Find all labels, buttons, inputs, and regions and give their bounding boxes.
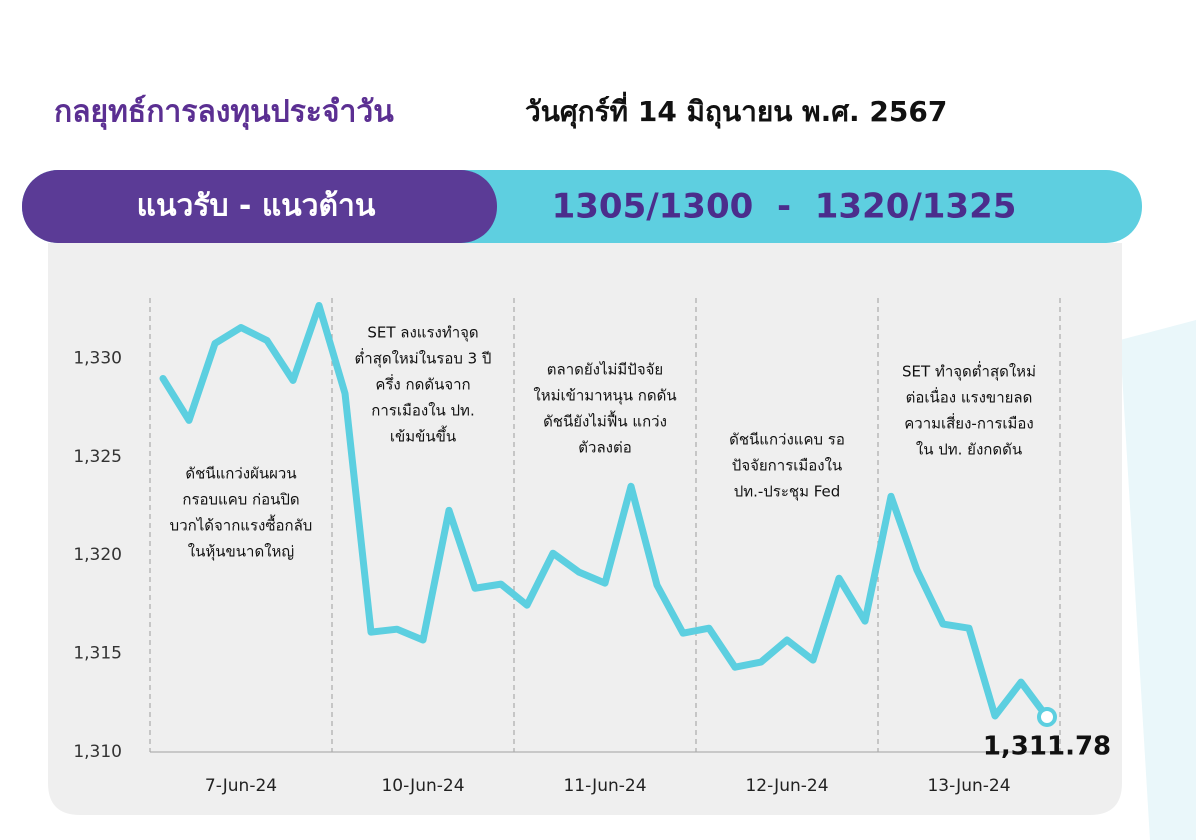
date: วันศุกร์ที่ 14 มิถุนายน พ.ศ. 2567 xyxy=(525,91,947,129)
annotation: ตลาดยังไม่มีปัจจัย xyxy=(547,361,663,379)
banner-label: แนวรับ - แนวต้าน xyxy=(137,189,376,224)
annotation: ความเสี่ยง-การเมือง xyxy=(904,413,1034,433)
annotation: บวกได้จากแรงซื้อกลับ xyxy=(170,515,313,535)
x-tick-label: 12-Jun-24 xyxy=(745,776,828,796)
banner-levels: 1305/1300 - 1320/1325 xyxy=(552,187,1017,227)
annotation: ดัชนีแกว่งผันผวน xyxy=(185,465,296,483)
annotation: ดัชนีแกว่งแคบ รอ xyxy=(729,431,845,449)
end-marker xyxy=(1037,706,1057,727)
chart-panel xyxy=(48,243,1122,815)
y-tick-label: 1,320 xyxy=(73,545,122,565)
x-tick-label: 11-Jun-24 xyxy=(563,776,646,796)
annotation: SET ทำจุดต่ำสุดใหม่ xyxy=(902,361,1036,382)
annotation: ต่อเนื่อง แรงขายลด xyxy=(906,387,1033,407)
y-tick-label: 1,315 xyxy=(73,644,122,664)
annotation: ดัชนียังไม่ฟื้น แกว่ง xyxy=(543,411,667,431)
value-label: 1,311.78 xyxy=(983,731,1111,761)
y-tick-label: 1,325 xyxy=(73,447,122,467)
page-title: กลยุทธ์การลงทุนประจำวัน xyxy=(54,95,394,131)
x-tick-label: 7-Jun-24 xyxy=(205,776,277,796)
annotation: ต่ำสุดใหม่ในรอบ 3 ปี xyxy=(355,348,492,369)
y-tick-label: 1,330 xyxy=(73,348,122,368)
day-separators xyxy=(149,298,1061,752)
annotation: ปท.-ประชุม Fed xyxy=(734,483,841,502)
line xyxy=(159,301,1051,721)
annotation: ใน ปท. ยังกดดัน xyxy=(916,441,1022,459)
annotation: ครึ่ง กดดันจาก xyxy=(375,374,470,394)
annotation: กรอบแคบ ก่อนปิด xyxy=(182,491,299,509)
y-tick-label: 1,310 xyxy=(73,742,122,762)
annotation: ใหม่เข้ามาหนุน กดดัน xyxy=(533,387,676,406)
x-tick-label: 13-Jun-24 xyxy=(927,776,1010,796)
annotation: ในหุ้นขนาดใหญ่ xyxy=(188,543,294,562)
annotation: ปัจจัยการเมืองใน xyxy=(732,457,842,475)
decor xyxy=(1120,320,1196,840)
banner-label-bg xyxy=(22,170,497,243)
annotation: การเมืองใน ปท. xyxy=(371,402,474,420)
x-tick-label: 10-Jun-24 xyxy=(381,776,464,796)
annotation: ตัวลงต่อ xyxy=(578,439,631,457)
annotation: เข้มข้นขึ้น xyxy=(390,426,456,446)
annotation: SET ลงแรงทำจุด xyxy=(367,324,478,343)
